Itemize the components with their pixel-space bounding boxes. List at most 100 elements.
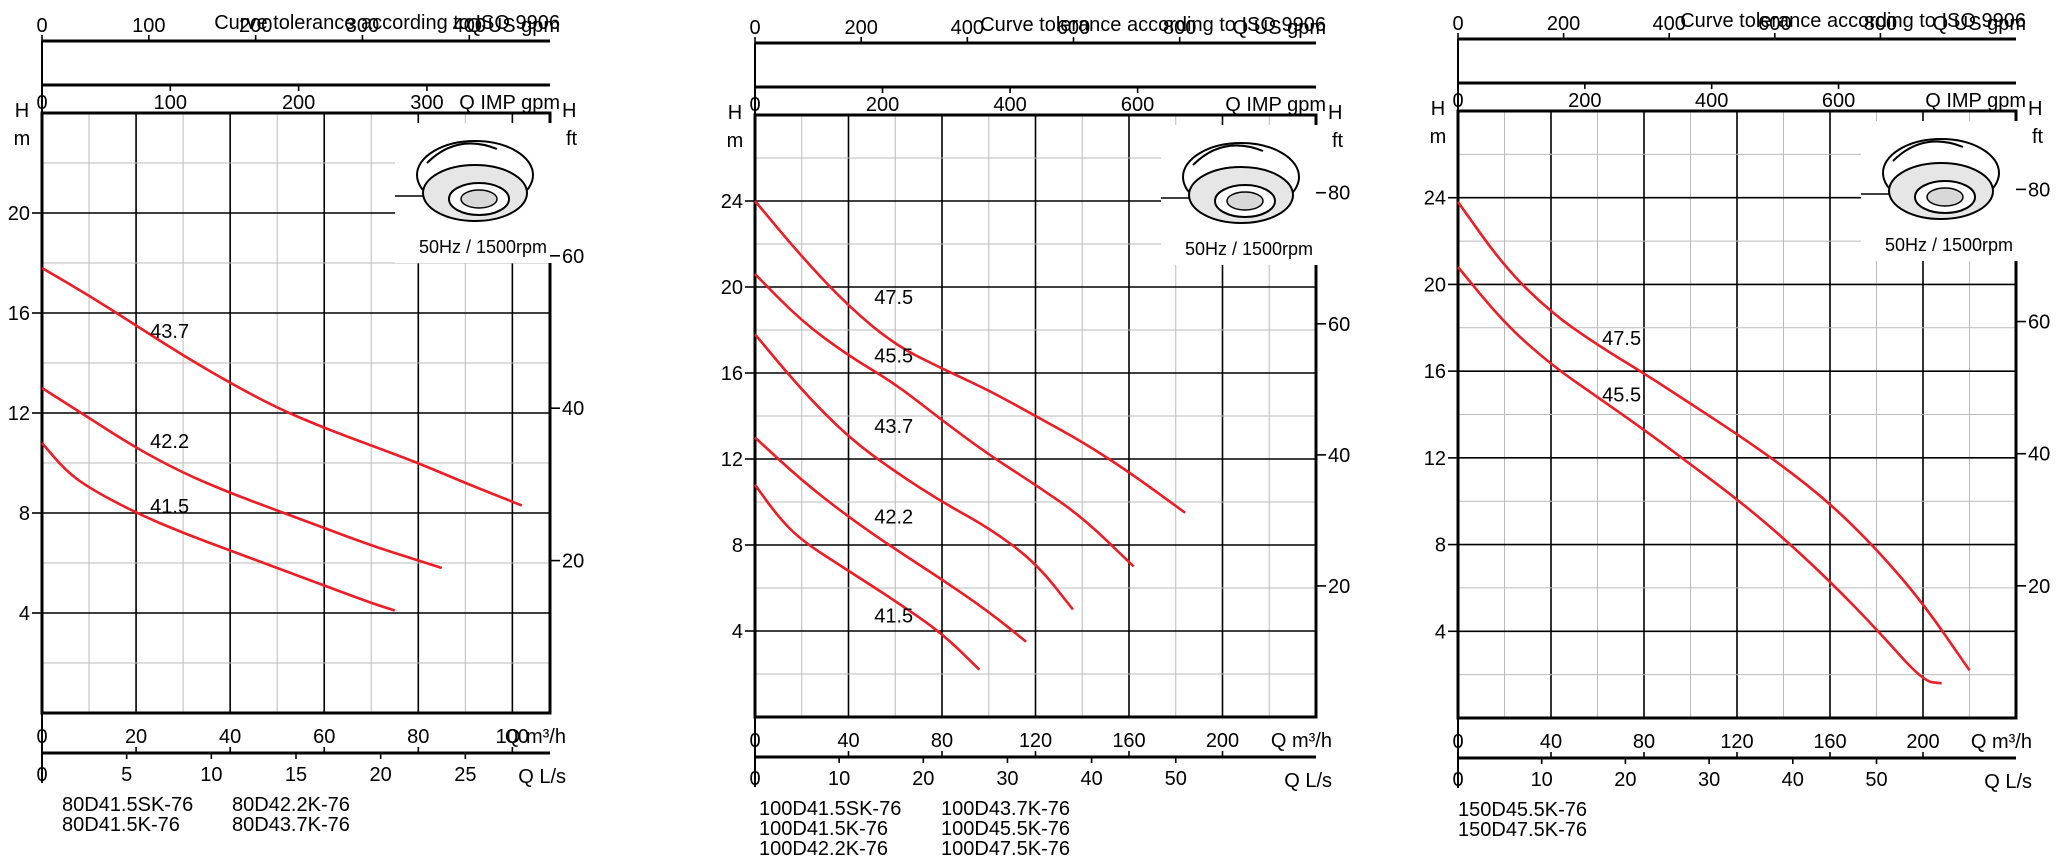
ls-tick-label: 0 <box>749 768 760 790</box>
us-gpm-tick-label: 300 <box>346 15 379 37</box>
ls-tick-label: 30 <box>996 768 1018 790</box>
y-tick-label: 4 <box>732 621 743 643</box>
speed-note: 50Hz / 1500rpm <box>419 237 547 257</box>
us-gpm-tick-label: 800 <box>1864 13 1897 35</box>
icon-vane <box>1192 144 1264 166</box>
y-tick-label: 12 <box>721 449 743 471</box>
y-axis-label-h: H <box>1431 98 1445 120</box>
y-tick-label: 8 <box>19 503 30 525</box>
us-gpm-label: Q US gpm <box>1933 13 2026 35</box>
ft-tick-label: 20 <box>2028 576 2050 598</box>
ls-axis-label: Q L/s <box>1284 770 1332 792</box>
chart-3: 50Hz / 1500rpm Curve tolerance according … <box>1424 10 2051 841</box>
x-axis-label: Q m³/h <box>1971 731 2032 753</box>
curve-41-5 <box>41 442 396 612</box>
pump-impeller-icon <box>1861 121 2021 261</box>
ft-tick-label: 60 <box>562 246 584 268</box>
y-axis-label-h: H <box>15 100 29 122</box>
ft-tick-label: 40 <box>2028 444 2050 466</box>
curve-42-2 <box>754 436 1027 643</box>
y-tick-label: 16 <box>1424 361 1446 383</box>
pump-impeller-icon <box>1161 125 1321 265</box>
curve-45-5 <box>1456 266 1942 685</box>
curve-45-5 <box>754 273 1135 568</box>
x-tick-label: 200 <box>1906 731 1939 753</box>
us-gpm-tick-label: 0 <box>1452 13 1463 35</box>
ls-tick-label: 50 <box>1865 769 1887 791</box>
ft-tick-label: 40 <box>562 398 584 420</box>
x-tick-label: 40 <box>837 730 859 752</box>
us-gpm-tick-label: 800 <box>1163 17 1196 39</box>
curve-label: 45.5 <box>1602 384 1641 406</box>
plot-frame <box>753 113 1318 719</box>
curve-label: 43.7 <box>874 416 913 438</box>
ft-axis-label-h: H <box>1328 102 1342 124</box>
imp-gpm-tick-label: 600 <box>1121 94 1154 116</box>
y-tick-label: 4 <box>1435 621 1446 643</box>
us-gpm-label: Q US gpm <box>467 15 560 37</box>
x-tick-label: 80 <box>931 730 953 752</box>
iso-title: Curve tolerance according to ISO 9906 <box>214 12 560 34</box>
us-gpm-tick-label: 100 <box>132 15 165 37</box>
ls-tick-label: 0 <box>36 764 47 786</box>
us-gpm-label: Q US gpm <box>1233 17 1326 39</box>
model-name: 100D42.2K-76 <box>759 838 888 855</box>
plot-frame <box>1456 109 2018 720</box>
curve-label: 42.2 <box>150 431 189 453</box>
ls-tick-label: 40 <box>1782 769 1804 791</box>
model-name: 150D45.5K-76 <box>1458 799 1587 821</box>
curve-label: 47.5 <box>1602 328 1641 350</box>
us-gpm-tick-label: 200 <box>844 17 877 39</box>
curve-47-5 <box>1456 201 1971 672</box>
x-tick-label: 80 <box>1633 731 1655 753</box>
ls-tick-label: 20 <box>1614 769 1636 791</box>
y-tick-label: 20 <box>1424 274 1446 296</box>
chart-1: 50Hz / 1500rpm Curve tolerance according … <box>8 12 585 836</box>
model-name: 80D41.5SK-76 <box>62 794 193 816</box>
ls-tick-label: 10 <box>200 764 222 786</box>
x-tick-label: 160 <box>1813 731 1846 753</box>
curve-43-7 <box>41 266 523 507</box>
x-tick-label: 80 <box>407 726 429 748</box>
imp-gpm-tick-label: 300 <box>410 92 443 114</box>
x-tick-label: 120 <box>1720 731 1753 753</box>
ls-axis-label: Q L/s <box>1984 771 2032 793</box>
imp-gpm-tick-label: 200 <box>282 92 315 114</box>
ls-tick-label: 40 <box>1080 768 1102 790</box>
imp-gpm-tick-label: 400 <box>1695 90 1728 112</box>
imp-gpm-label: Q IMP gpm <box>1225 94 1326 116</box>
y-tick-label: 8 <box>732 535 743 557</box>
ls-tick-label: 5 <box>121 764 132 786</box>
y-tick-label: 12 <box>8 403 30 425</box>
y-axis-label-h: H <box>728 102 742 124</box>
model-name: 150D47.5K-76 <box>1458 819 1587 841</box>
iso-title: Curve tolerance according to ISO 9906 <box>1680 10 2026 32</box>
ft-axis-label-unit: ft <box>1332 130 1344 152</box>
speed-note: 50Hz / 1500rpm <box>1885 235 2013 255</box>
ft-tick-label: 60 <box>2028 312 2050 334</box>
model-name: 100D41.5K-76 <box>759 818 888 840</box>
us-gpm-tick-label: 200 <box>239 15 272 37</box>
icon-vane <box>426 142 498 164</box>
ft-axis-label-h: H <box>562 100 576 122</box>
ls-tick-label: 15 <box>285 764 307 786</box>
y-tick-label: 24 <box>1424 188 1446 210</box>
us-gpm-tick-label: 600 <box>1758 13 1791 35</box>
y-tick-label: 16 <box>721 363 743 385</box>
ft-tick-label: 60 <box>1328 314 1350 336</box>
x-tick-label: 0 <box>749 730 760 752</box>
icon-eye <box>1226 191 1264 211</box>
y-tick-label: 20 <box>8 203 30 225</box>
model-name: 80D42.2K-76 <box>232 794 350 816</box>
ls-tick-label: 10 <box>828 768 850 790</box>
y-tick-label: 16 <box>8 303 30 325</box>
ft-tick-label: 80 <box>2028 179 2050 201</box>
ft-tick-label: 20 <box>562 551 584 573</box>
imp-gpm-tick-label: 600 <box>1822 90 1855 112</box>
x-tick-label: 60 <box>313 726 335 748</box>
curve-41-5 <box>753 484 981 671</box>
y-tick-label: 4 <box>19 603 30 625</box>
x-tick-label: 200 <box>1206 730 1239 752</box>
y-tick-label: 24 <box>721 191 743 213</box>
x-tick-label: 0 <box>1452 731 1463 753</box>
